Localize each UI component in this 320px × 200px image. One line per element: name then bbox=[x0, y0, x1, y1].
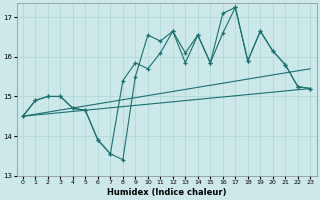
X-axis label: Humidex (Indice chaleur): Humidex (Indice chaleur) bbox=[107, 188, 226, 197]
